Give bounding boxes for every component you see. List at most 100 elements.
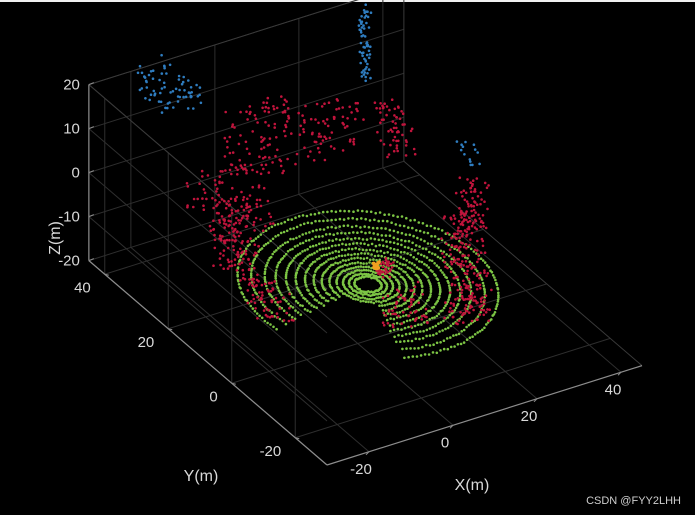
obstacle-point bbox=[459, 262, 462, 266]
obstacle-point bbox=[384, 256, 388, 260]
obstacle-point bbox=[387, 260, 390, 264]
ground-point bbox=[399, 275, 403, 279]
obstacle-point bbox=[400, 110, 403, 113]
high-point bbox=[158, 78, 161, 82]
obstacle-point bbox=[224, 223, 228, 226]
obstacle-point bbox=[209, 229, 213, 232]
obstacle-point bbox=[394, 122, 397, 125]
obstacle-point bbox=[452, 214, 456, 217]
obstacle-point bbox=[262, 309, 266, 312]
ground-point bbox=[406, 307, 409, 311]
ground-point bbox=[428, 295, 432, 298]
obstacle-point bbox=[378, 107, 382, 110]
obstacle-point bbox=[309, 150, 312, 153]
ground-point bbox=[422, 329, 425, 333]
obstacle-point bbox=[390, 266, 394, 269]
ground-point bbox=[343, 254, 347, 257]
obstacle-point bbox=[456, 297, 460, 300]
obstacle-point bbox=[258, 298, 262, 301]
obstacle-point bbox=[246, 240, 249, 244]
ground-point bbox=[308, 264, 312, 268]
ground-point bbox=[275, 249, 278, 252]
ground-point bbox=[411, 355, 415, 358]
obstacle-point bbox=[388, 275, 392, 279]
high-point bbox=[198, 93, 201, 97]
ground-point bbox=[429, 224, 433, 228]
ground-point bbox=[439, 341, 442, 344]
high-point bbox=[367, 49, 371, 53]
ground-point bbox=[400, 231, 404, 235]
obstacle-point bbox=[224, 206, 228, 210]
obstacle-point bbox=[303, 146, 306, 149]
obstacle-point bbox=[185, 182, 189, 185]
z-tick-label: 0 bbox=[72, 165, 80, 182]
obstacle-point bbox=[443, 255, 446, 259]
obstacle-point bbox=[413, 319, 417, 323]
ground-point bbox=[481, 281, 485, 285]
ground-point bbox=[310, 293, 313, 297]
ground-point bbox=[376, 226, 379, 230]
ground-point bbox=[365, 248, 368, 252]
ground-point bbox=[249, 272, 253, 275]
ground-point bbox=[497, 291, 500, 295]
ground-point bbox=[269, 293, 272, 297]
obstacle-point bbox=[236, 209, 240, 212]
ground-point bbox=[450, 257, 454, 261]
obstacle-point bbox=[229, 220, 232, 223]
obstacle-point bbox=[270, 281, 274, 285]
grid-line bbox=[382, 167, 622, 373]
obstacle-point bbox=[475, 283, 478, 287]
high-point bbox=[145, 80, 148, 84]
obstacle-point bbox=[469, 238, 472, 241]
axes-grid bbox=[88, 0, 643, 466]
ground-point bbox=[296, 244, 299, 247]
obstacle-point bbox=[473, 188, 477, 191]
obstacle-point bbox=[457, 319, 461, 322]
ground-point bbox=[385, 318, 389, 322]
ground-point bbox=[311, 237, 314, 241]
ground-point bbox=[408, 233, 412, 237]
obstacle-point bbox=[323, 122, 327, 125]
obstacle-point bbox=[278, 307, 282, 310]
ground-point bbox=[358, 269, 361, 272]
ground-point bbox=[299, 304, 302, 307]
obstacle-point bbox=[231, 227, 234, 230]
ground-point bbox=[405, 259, 409, 262]
ground-point bbox=[417, 316, 421, 320]
ground-point bbox=[424, 302, 428, 305]
obstacle-point bbox=[400, 322, 404, 325]
ground-point bbox=[471, 335, 474, 339]
obstacle-point bbox=[323, 158, 327, 162]
ground-point bbox=[355, 293, 358, 297]
obstacle-point bbox=[221, 181, 224, 184]
high-point bbox=[169, 91, 172, 94]
ground-point bbox=[409, 347, 412, 350]
ground-point bbox=[363, 225, 367, 228]
obstacle-point bbox=[303, 119, 306, 122]
obstacle-point bbox=[246, 205, 250, 209]
obstacle-point bbox=[316, 146, 320, 150]
ground-point bbox=[287, 264, 291, 268]
obstacle-point bbox=[476, 260, 479, 264]
ground-point bbox=[437, 237, 440, 241]
ground-point bbox=[369, 269, 373, 273]
high-point bbox=[192, 107, 195, 110]
ground-point bbox=[419, 330, 422, 333]
high-point bbox=[476, 151, 480, 154]
ground-point bbox=[375, 300, 378, 303]
ground-point bbox=[413, 218, 417, 222]
obstacle-point bbox=[219, 237, 223, 240]
ground-point bbox=[311, 244, 315, 248]
ground-point bbox=[490, 318, 493, 321]
ground-point bbox=[395, 340, 398, 344]
obstacle-point bbox=[248, 112, 251, 116]
ground-point bbox=[350, 225, 354, 229]
ground-point bbox=[421, 337, 425, 340]
obstacle-point bbox=[285, 311, 289, 315]
obstacle-point bbox=[236, 230, 239, 233]
ground-point bbox=[396, 327, 400, 331]
y-axis-label: Y(m) bbox=[184, 468, 219, 485]
ground-point bbox=[328, 232, 332, 236]
ground-point bbox=[340, 231, 343, 235]
